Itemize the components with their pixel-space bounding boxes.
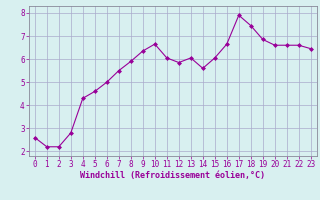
X-axis label: Windchill (Refroidissement éolien,°C): Windchill (Refroidissement éolien,°C) [80, 171, 265, 180]
